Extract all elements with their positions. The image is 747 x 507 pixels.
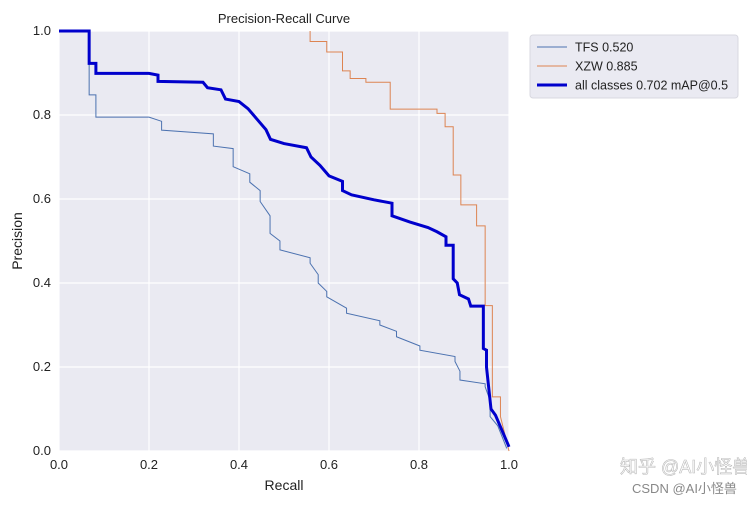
x-tick-label: 0.8 (410, 457, 428, 472)
legend-label: XZW 0.885 (575, 60, 638, 74)
x-tick-label: 0.0 (50, 457, 68, 472)
y-tick-label: 0.0 (33, 443, 51, 458)
x-axis-label: Recall (265, 477, 304, 493)
chart-title: Precision-Recall Curve (218, 11, 350, 26)
y-tick-label: 1.0 (33, 23, 51, 38)
y-tick-label: 0.4 (33, 275, 51, 290)
series-line-2 (59, 29, 511, 448)
y-tick-label: 0.8 (33, 107, 51, 122)
watermark-zhihu: 知乎 @AI小怪兽 (620, 457, 747, 477)
x-tick-label: 1.0 (500, 457, 518, 472)
y-tick-label: 0.6 (33, 191, 51, 206)
legend-label: all classes 0.702 mAP@0.5 (575, 79, 728, 93)
x-tick-label: 0.4 (230, 457, 248, 472)
plot-background (59, 31, 509, 451)
legend: TFS 0.520 XZW 0.885 all classes 0.702 mAP@… (529, 34, 739, 99)
legend-label: TFS 0.520 (575, 41, 633, 55)
x-tick-label: 0.2 (140, 457, 158, 472)
x-tick-label: 0.6 (320, 457, 338, 472)
watermark-csdn: CSDN @AI小怪兽 (632, 481, 737, 496)
legend-box (529, 34, 739, 99)
series-line-1 (309, 31, 510, 452)
y-axis-label: Precision (9, 212, 25, 270)
series-line-0 (59, 30, 508, 449)
series-lines (59, 29, 511, 452)
y-tick-label: 0.2 (33, 359, 51, 374)
tick-labels: 0.0 0.2 0.4 0.6 0.8 1.0 0.0 0.2 0.4 0.6 0.8 1.0 (33, 23, 518, 472)
